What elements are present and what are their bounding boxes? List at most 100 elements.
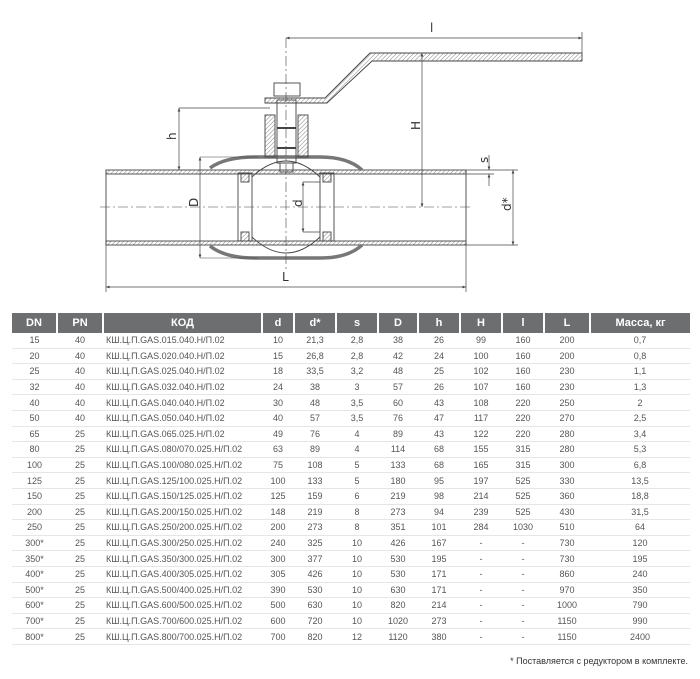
table-cell: КШ.Ц.П.GAS.250/200.025.Н/П.02 bbox=[103, 519, 262, 536]
footnote: * Поставляется с редуктором в комплекте. bbox=[510, 656, 688, 666]
table-cell: 98 bbox=[418, 488, 460, 505]
table-cell: 0,7 bbox=[590, 333, 690, 349]
table-row: 32 40 КШ.Ц.П.GAS.032.040.Н/П.02 24 38 3 57 26 10… bbox=[12, 379, 690, 396]
table-cell: 99 bbox=[460, 333, 502, 349]
table-cell: КШ.Ц.П.GAS.080/070.025.Н/П.02 bbox=[103, 441, 262, 458]
table-cell: 18 bbox=[262, 363, 294, 380]
table-cell: 171 bbox=[418, 582, 460, 599]
table-cell: 15 bbox=[262, 348, 294, 365]
column-header: PN bbox=[57, 313, 104, 333]
table-cell: 1000 bbox=[544, 597, 590, 614]
table-cell: 270 bbox=[544, 410, 590, 427]
table-cell: 31,5 bbox=[590, 504, 690, 521]
dimension-lines bbox=[105, 32, 583, 292]
table-cell: 32 bbox=[12, 379, 57, 396]
table-cell: 40 bbox=[57, 394, 103, 411]
table-cell: 3,4 bbox=[590, 426, 690, 443]
column-header: КОД bbox=[103, 313, 263, 333]
table-cell: 200 bbox=[544, 348, 590, 365]
column-header: H bbox=[460, 313, 503, 333]
table-cell: 10 bbox=[336, 535, 378, 552]
table-cell: 510 bbox=[544, 519, 590, 536]
table-cell: 125 bbox=[262, 488, 294, 505]
table-cell: 102 bbox=[460, 363, 502, 380]
table-cell: 89 bbox=[378, 426, 418, 443]
table-cell: КШ.Ц.П.GAS.020.040.Н/П.02 bbox=[103, 348, 262, 365]
table-cell: 108 bbox=[294, 457, 336, 474]
table-cell: - bbox=[460, 597, 502, 614]
table-cell: КШ.Ц.П.GAS.300/250.025.Н/П.02 bbox=[103, 535, 262, 552]
table-cell: 6,8 bbox=[590, 457, 690, 474]
table-cell: 65 bbox=[12, 426, 57, 443]
column-header: h bbox=[418, 313, 461, 333]
table-cell: 100 bbox=[12, 457, 57, 474]
table-cell: 25 bbox=[57, 550, 103, 567]
table-cell: 325 bbox=[294, 535, 336, 552]
table-cell: 2400 bbox=[590, 628, 690, 645]
table-cell: 25 bbox=[12, 363, 57, 380]
table-cell: 18,8 bbox=[590, 488, 690, 505]
table-cell: 630 bbox=[294, 597, 336, 614]
table-cell: 108 bbox=[460, 394, 502, 411]
table-cell: 273 bbox=[418, 613, 460, 630]
table-cell: 2,5 bbox=[590, 410, 690, 427]
table-cell: - bbox=[460, 628, 502, 645]
table-cell: 25 bbox=[57, 566, 103, 583]
table-cell: 315 bbox=[502, 457, 544, 474]
table-cell: 171 bbox=[418, 566, 460, 583]
table-cell: 40 bbox=[57, 410, 103, 427]
table-cell: 377 bbox=[294, 550, 336, 567]
table-cell: 25 bbox=[57, 426, 103, 443]
table-row: 400* 25 КШ.Ц.П.GAS.400/305.025.Н/П.02 305 42… bbox=[12, 566, 690, 583]
table-row: 300* 25 КШ.Ц.П.GAS.300/250.025.Н/П.02 240 32… bbox=[12, 535, 690, 552]
table-cell: - bbox=[460, 613, 502, 630]
table-cell: 80 bbox=[12, 441, 57, 458]
table-cell: КШ.Ц.П.GAS.125/100.025.Н/П.02 bbox=[103, 472, 262, 489]
table-cell: 40 bbox=[57, 348, 103, 365]
table-cell: 8 bbox=[336, 504, 378, 521]
table-cell: 240 bbox=[590, 566, 690, 583]
table-cell: - bbox=[502, 566, 544, 583]
table-cell: 160 bbox=[502, 363, 544, 380]
table-cell: 2 bbox=[590, 394, 690, 411]
dim-label-d-star: d* bbox=[500, 197, 514, 211]
table-cell: 350* bbox=[12, 550, 57, 567]
table-cell: 30 bbox=[262, 394, 294, 411]
table-row: 80 25 КШ.Ц.П.GAS.080/070.025.Н/П.02 63 89 4 11… bbox=[12, 441, 690, 458]
table-cell: 0,8 bbox=[590, 348, 690, 365]
table-cell: 330 bbox=[544, 472, 590, 489]
table-cell: 25 bbox=[57, 504, 103, 521]
table-cell: 273 bbox=[378, 504, 418, 521]
table-row: 50 40 КШ.Ц.П.GAS.050.040.Н/П.02 40 57 3,5 76 47… bbox=[12, 410, 690, 427]
table-cell: 730 bbox=[544, 550, 590, 567]
column-header: l bbox=[502, 313, 545, 333]
table-cell: 720 bbox=[294, 613, 336, 630]
table-cell: КШ.Ц.П.GAS.800/700.025.Н/П.02 bbox=[103, 628, 262, 645]
table-cell: 25 bbox=[57, 535, 103, 552]
table-cell: 400* bbox=[12, 566, 57, 583]
table-row: 40 40 КШ.Ц.П.GAS.040.040.Н/П.02 30 48 3,5 60 43… bbox=[12, 394, 690, 411]
table-cell: 220 bbox=[502, 426, 544, 443]
table-cell: 3 bbox=[336, 379, 378, 396]
table-cell: 3,2 bbox=[336, 363, 378, 380]
table-cell: КШ.Ц.П.GAS.600/500.025.Н/П.02 bbox=[103, 597, 262, 614]
table-cell: 76 bbox=[294, 426, 336, 443]
table-cell: 25 bbox=[57, 488, 103, 505]
table-cell: 240 bbox=[262, 535, 294, 552]
table-cell: 155 bbox=[460, 441, 502, 458]
table-cell: 57 bbox=[294, 410, 336, 427]
table-cell: 75 bbox=[262, 457, 294, 474]
table-row: 100 25 КШ.Ц.П.GAS.100/080.025.Н/П.02 75 108 5… bbox=[12, 457, 690, 474]
table-cell: 114 bbox=[378, 441, 418, 458]
table-cell: 100 bbox=[460, 348, 502, 365]
table-cell: 25 bbox=[57, 582, 103, 599]
table-row: 600* 25 КШ.Ц.П.GAS.600/500.025.Н/П.02 500 63… bbox=[12, 597, 690, 614]
table-cell: 230 bbox=[544, 379, 590, 396]
table-cell: 1,3 bbox=[590, 379, 690, 396]
table-cell: 25 bbox=[418, 363, 460, 380]
table-cell: 1020 bbox=[378, 613, 418, 630]
table-cell: 120 bbox=[590, 535, 690, 552]
table-cell: - bbox=[460, 550, 502, 567]
table-cell: 214 bbox=[460, 488, 502, 505]
